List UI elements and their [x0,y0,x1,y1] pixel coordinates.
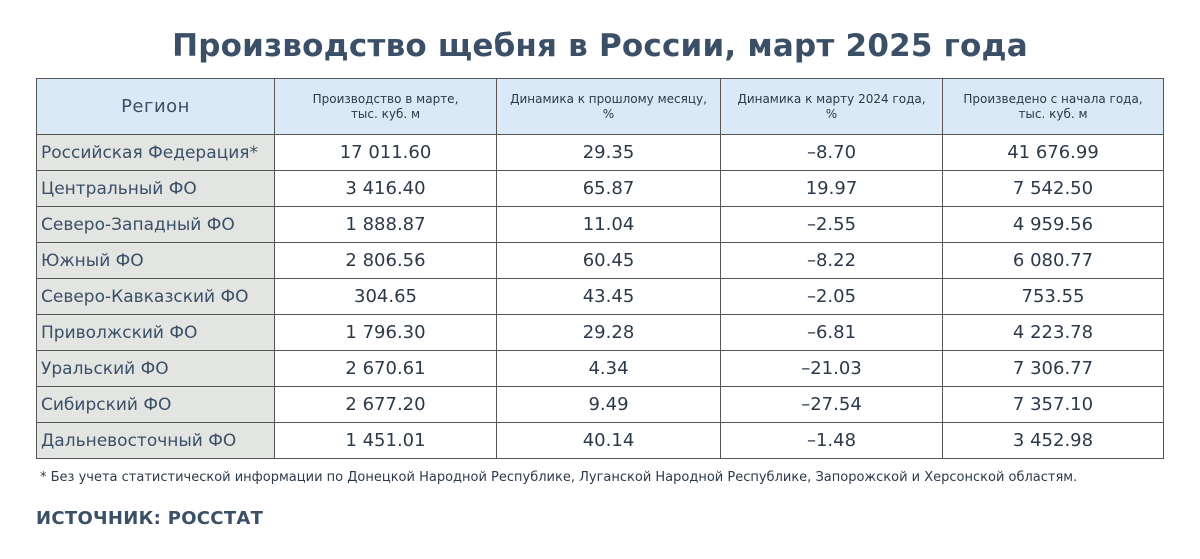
table-row: Российская Федерация* 17 011.60 29.35 –8.70… [36,134,1164,171]
cell-ytd: 7 357.10 [942,386,1164,423]
cell-production: 2 670.61 [274,350,497,387]
cell-region: Уральский ФО [36,350,275,387]
cell-ytd: 6 080.77 [942,242,1164,279]
header-production-line1: Производство в марте, [312,91,459,106]
cell-yoy: –6.81 [720,314,943,351]
header-region: Регион [36,78,275,135]
table-row: Южный ФО 2 806.56 60.45 –8.22 6 080.77 [36,242,1164,279]
table-row: Северо-Западный ФО 1 888.87 11.04 –2.55 4 95… [36,206,1164,243]
cell-region: Приволжский ФО [36,314,275,351]
cell-region: Дальневосточный ФО [36,422,275,459]
cell-yoy: –2.05 [720,278,943,315]
cell-yoy: –8.70 [720,134,943,171]
cell-mom: 65.87 [496,170,721,207]
page-title: Производство щебня в России, март 2025 г… [172,28,1028,64]
cell-production: 304.65 [274,278,497,315]
cell-mom: 11.04 [496,206,721,243]
cell-region: Северо-Западный ФО [36,206,275,243]
table-row: Центральный ФО 3 416.40 65.87 19.97 7 542.50 [36,170,1164,207]
cell-mom: 9.49 [496,386,721,423]
cell-ytd: 4 959.56 [942,206,1164,243]
cell-mom: 29.35 [496,134,721,171]
source-label: ИСТОЧНИК: РОССТАТ [36,508,264,529]
header-yoy: Динамика к марту 2024 года, % [720,78,943,135]
table-header: Регион Производство в марте, тыс. куб. м… [36,78,1164,135]
header-production-line2: тыс. куб. м [350,106,421,121]
cell-mom: 60.45 [496,242,721,279]
cell-mom: 43.45 [496,278,721,315]
cell-region: Северо-Кавказский ФО [36,278,275,315]
cell-region: Южный ФО [36,242,275,279]
header-mom: Динамика к прошлому месяцу, % [496,78,721,135]
cell-ytd: 3 452.98 [942,422,1164,459]
cell-mom: 40.14 [496,422,721,459]
cell-ytd: 753.55 [942,278,1164,315]
table-row: Сибирский ФО 2 677.20 9.49 –27.54 7 357.10 [36,386,1164,423]
cell-region: Российская Федерация* [36,134,275,171]
cell-region: Сибирский ФО [36,386,275,423]
header-yoy-line2: % [825,106,838,121]
table-body: Российская Федерация* 17 011.60 29.35 –8.70… [36,134,1164,459]
header-ytd-line1: Произведено с начала года, [963,91,1143,106]
cell-yoy: 19.97 [720,170,943,207]
cell-production: 17 011.60 [274,134,497,171]
cell-region: Центральный ФО [36,170,275,207]
cell-production: 1 888.87 [274,206,497,243]
cell-production: 3 416.40 [274,170,497,207]
cell-yoy: –21.03 [720,350,943,387]
header-yoy-line1: Динамика к марту 2024 года, [737,91,926,106]
header-row: Регион Производство в марте, тыс. куб. м… [36,78,1164,135]
cell-yoy: –2.55 [720,206,943,243]
cell-ytd: 7 306.77 [942,350,1164,387]
cell-yoy: –27.54 [720,386,943,423]
table-row: Приволжский ФО 1 796.30 29.28 –6.81 4 223.78 [36,314,1164,351]
footnote: * Без учета статистической информации по… [40,470,1078,485]
table-row: Северо-Кавказский ФО 304.65 43.45 –2.05 753.… [36,278,1164,315]
header-ytd: Произведено с начала года, тыс. куб. м [942,78,1164,135]
cell-production: 2 806.56 [274,242,497,279]
cell-production: 1 451.01 [274,422,497,459]
header-mom-line1: Динамика к прошлому месяцу, [510,91,707,106]
cell-production: 1 796.30 [274,314,497,351]
cell-mom: 4.34 [496,350,721,387]
table-row: Дальневосточный ФО 1 451.01 40.14 –1.48 3 45… [36,422,1164,459]
header-mom-line2: % [602,106,615,121]
cell-yoy: –8.22 [720,242,943,279]
cell-yoy: –1.48 [720,422,943,459]
production-table: Регион Производство в марте, тыс. куб. м… [36,78,1164,459]
header-ytd-line2: тыс. куб. м [1018,106,1088,121]
cell-ytd: 4 223.78 [942,314,1164,351]
header-production: Производство в марте, тыс. куб. м [274,78,497,135]
cell-mom: 29.28 [496,314,721,351]
cell-ytd: 7 542.50 [942,170,1164,207]
cell-production: 2 677.20 [274,386,497,423]
cell-ytd: 41 676.99 [942,134,1164,171]
table-row: Уральский ФО 2 670.61 4.34 –21.03 7 306.77 [36,350,1164,387]
